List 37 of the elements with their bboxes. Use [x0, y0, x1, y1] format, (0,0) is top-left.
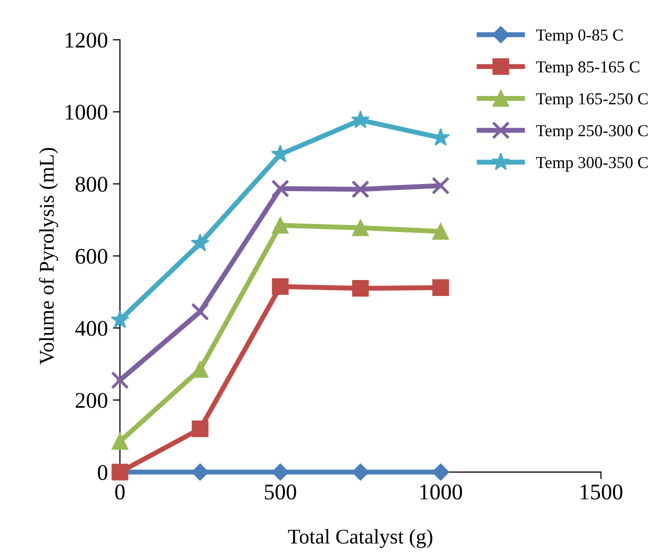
legend-label: Temp 165-250 C: [536, 93, 648, 108]
point: [192, 464, 209, 481]
x-tick-label: 1000: [420, 484, 462, 500]
point: [112, 433, 128, 450]
point: [432, 464, 450, 481]
y-tick-label: 1000: [66, 104, 108, 120]
legend-label: Temp 300-350 C: [536, 156, 648, 172]
point: [272, 278, 289, 295]
point: [190, 234, 210, 252]
point: [351, 180, 370, 198]
x-tick-label: 500: [264, 484, 296, 500]
y-tick-label: 800: [76, 176, 108, 192]
point: [351, 110, 370, 128]
x-tick-label: 1500: [580, 484, 622, 500]
y-tick-label: 200: [76, 392, 108, 408]
point: [192, 420, 208, 438]
point: [110, 371, 129, 390]
point: [272, 464, 289, 481]
y-tick-label: 1200: [66, 32, 108, 48]
legend-label: Temp 250-300 C: [536, 125, 648, 140]
legend-label: Temp 85-165 C: [536, 61, 640, 76]
y-tick-label: 400: [75, 320, 108, 336]
y-tick-label: 600: [76, 248, 108, 264]
x-tick-label: 0: [115, 484, 125, 500]
point: [191, 302, 210, 321]
point: [352, 219, 369, 236]
point: [271, 180, 290, 198]
legend-label: Temp 0-85 C: [536, 29, 623, 44]
point: [352, 280, 369, 297]
y-tick-label: 0: [98, 465, 108, 480]
point: [432, 223, 449, 240]
point: [272, 216, 289, 234]
y-axis-title: Volume of Pyrolysis (mL): [38, 148, 58, 365]
x-axis-title: Total Catalyst (g): [288, 529, 432, 548]
point: [432, 279, 449, 296]
point: [110, 310, 130, 328]
point: [432, 176, 450, 195]
